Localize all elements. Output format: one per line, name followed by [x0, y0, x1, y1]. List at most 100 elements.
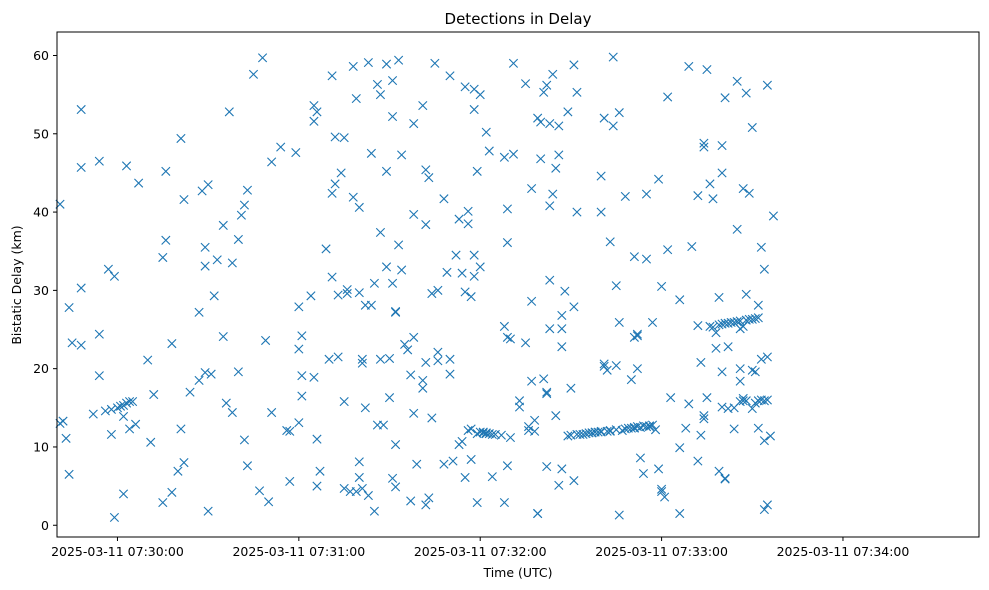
- data-point: [602, 426, 612, 436]
- data-point: [527, 184, 537, 194]
- data-point: [675, 443, 685, 453]
- data-point: [620, 191, 630, 202]
- data-point: [484, 146, 494, 156]
- data-point: [693, 191, 703, 201]
- data-point: [354, 202, 364, 212]
- data-point: [173, 466, 183, 476]
- data-point: [693, 321, 703, 331]
- data-point: [463, 425, 473, 436]
- data-point: [554, 150, 564, 160]
- data-point: [629, 252, 639, 262]
- data-point: [647, 317, 658, 328]
- data-point: [451, 250, 461, 260]
- data-point: [248, 69, 259, 79]
- data-point: [744, 188, 754, 198]
- data-point: [563, 107, 573, 117]
- data-point: [67, 338, 77, 348]
- data-point: [121, 398, 132, 408]
- data-point: [327, 272, 337, 282]
- data-point: [457, 436, 467, 447]
- data-point: [750, 367, 760, 377]
- data-point: [566, 383, 576, 393]
- data-point: [611, 360, 621, 371]
- data-point: [103, 264, 113, 274]
- data-point: [218, 220, 228, 230]
- data-point: [735, 376, 745, 386]
- data-point: [418, 101, 428, 111]
- data-point: [378, 420, 389, 430]
- data-point: [339, 133, 349, 143]
- data-point: [412, 459, 422, 469]
- data-point: [762, 352, 772, 362]
- data-point: [381, 262, 392, 272]
- data-point: [732, 317, 742, 327]
- data-point: [363, 57, 373, 68]
- data-point: [260, 335, 271, 346]
- data-point: [699, 138, 709, 148]
- data-point: [717, 367, 727, 377]
- data-point: [626, 375, 636, 385]
- data-point: [560, 286, 570, 296]
- data-point: [387, 473, 398, 483]
- data-point: [572, 207, 582, 217]
- data-point: [469, 271, 479, 281]
- data-point: [469, 104, 479, 115]
- data-point: [94, 329, 104, 339]
- data-point: [684, 399, 694, 409]
- data-point: [608, 121, 618, 131]
- data-point: [759, 436, 769, 446]
- data-point: [233, 367, 243, 377]
- data-point: [759, 264, 769, 274]
- data-point: [403, 345, 413, 355]
- data-point: [342, 288, 352, 299]
- data-point: [176, 424, 186, 434]
- data-point: [499, 152, 509, 162]
- data-point: [717, 168, 727, 178]
- data-point: [557, 324, 567, 334]
- data-point: [106, 404, 117, 414]
- data-point: [502, 204, 513, 214]
- data-point: [64, 303, 74, 313]
- data-point: [657, 487, 667, 497]
- data-point: [394, 55, 404, 65]
- plot-area-frame: [56, 31, 980, 538]
- data-point: [675, 508, 685, 519]
- data-point: [520, 338, 531, 348]
- data-point: [663, 92, 673, 102]
- data-point: [360, 403, 370, 413]
- data-point: [605, 426, 615, 436]
- data-point: [309, 372, 319, 382]
- data-point: [424, 493, 434, 503]
- data-point: [387, 111, 398, 122]
- data-point: [124, 424, 135, 434]
- data-point: [445, 369, 455, 379]
- data-point: [738, 321, 748, 331]
- data-point: [439, 194, 449, 204]
- data-point: [463, 206, 473, 216]
- data-point: [76, 340, 86, 350]
- data-point: [203, 180, 213, 190]
- data-point: [569, 302, 579, 312]
- data-point: [593, 427, 603, 437]
- data-point: [306, 291, 316, 301]
- data-point: [433, 356, 443, 366]
- data-point: [530, 415, 540, 425]
- data-point: [442, 267, 452, 277]
- data-point: [747, 404, 757, 414]
- data-point: [400, 339, 410, 349]
- data-point: [227, 258, 237, 268]
- data-point: [699, 414, 709, 424]
- data-point: [635, 453, 646, 463]
- data-point: [502, 332, 513, 342]
- data-point: [143, 355, 153, 365]
- x-tick-label: 2025-03-11 07:32:00: [414, 544, 547, 559]
- data-point: [505, 334, 516, 344]
- data-point: [357, 354, 367, 364]
- data-point: [481, 428, 491, 438]
- data-point: [527, 296, 537, 306]
- data-point: [118, 489, 129, 499]
- data-point: [508, 58, 519, 68]
- data-point: [357, 483, 367, 494]
- data-point: [146, 437, 156, 447]
- data-point: [282, 425, 292, 436]
